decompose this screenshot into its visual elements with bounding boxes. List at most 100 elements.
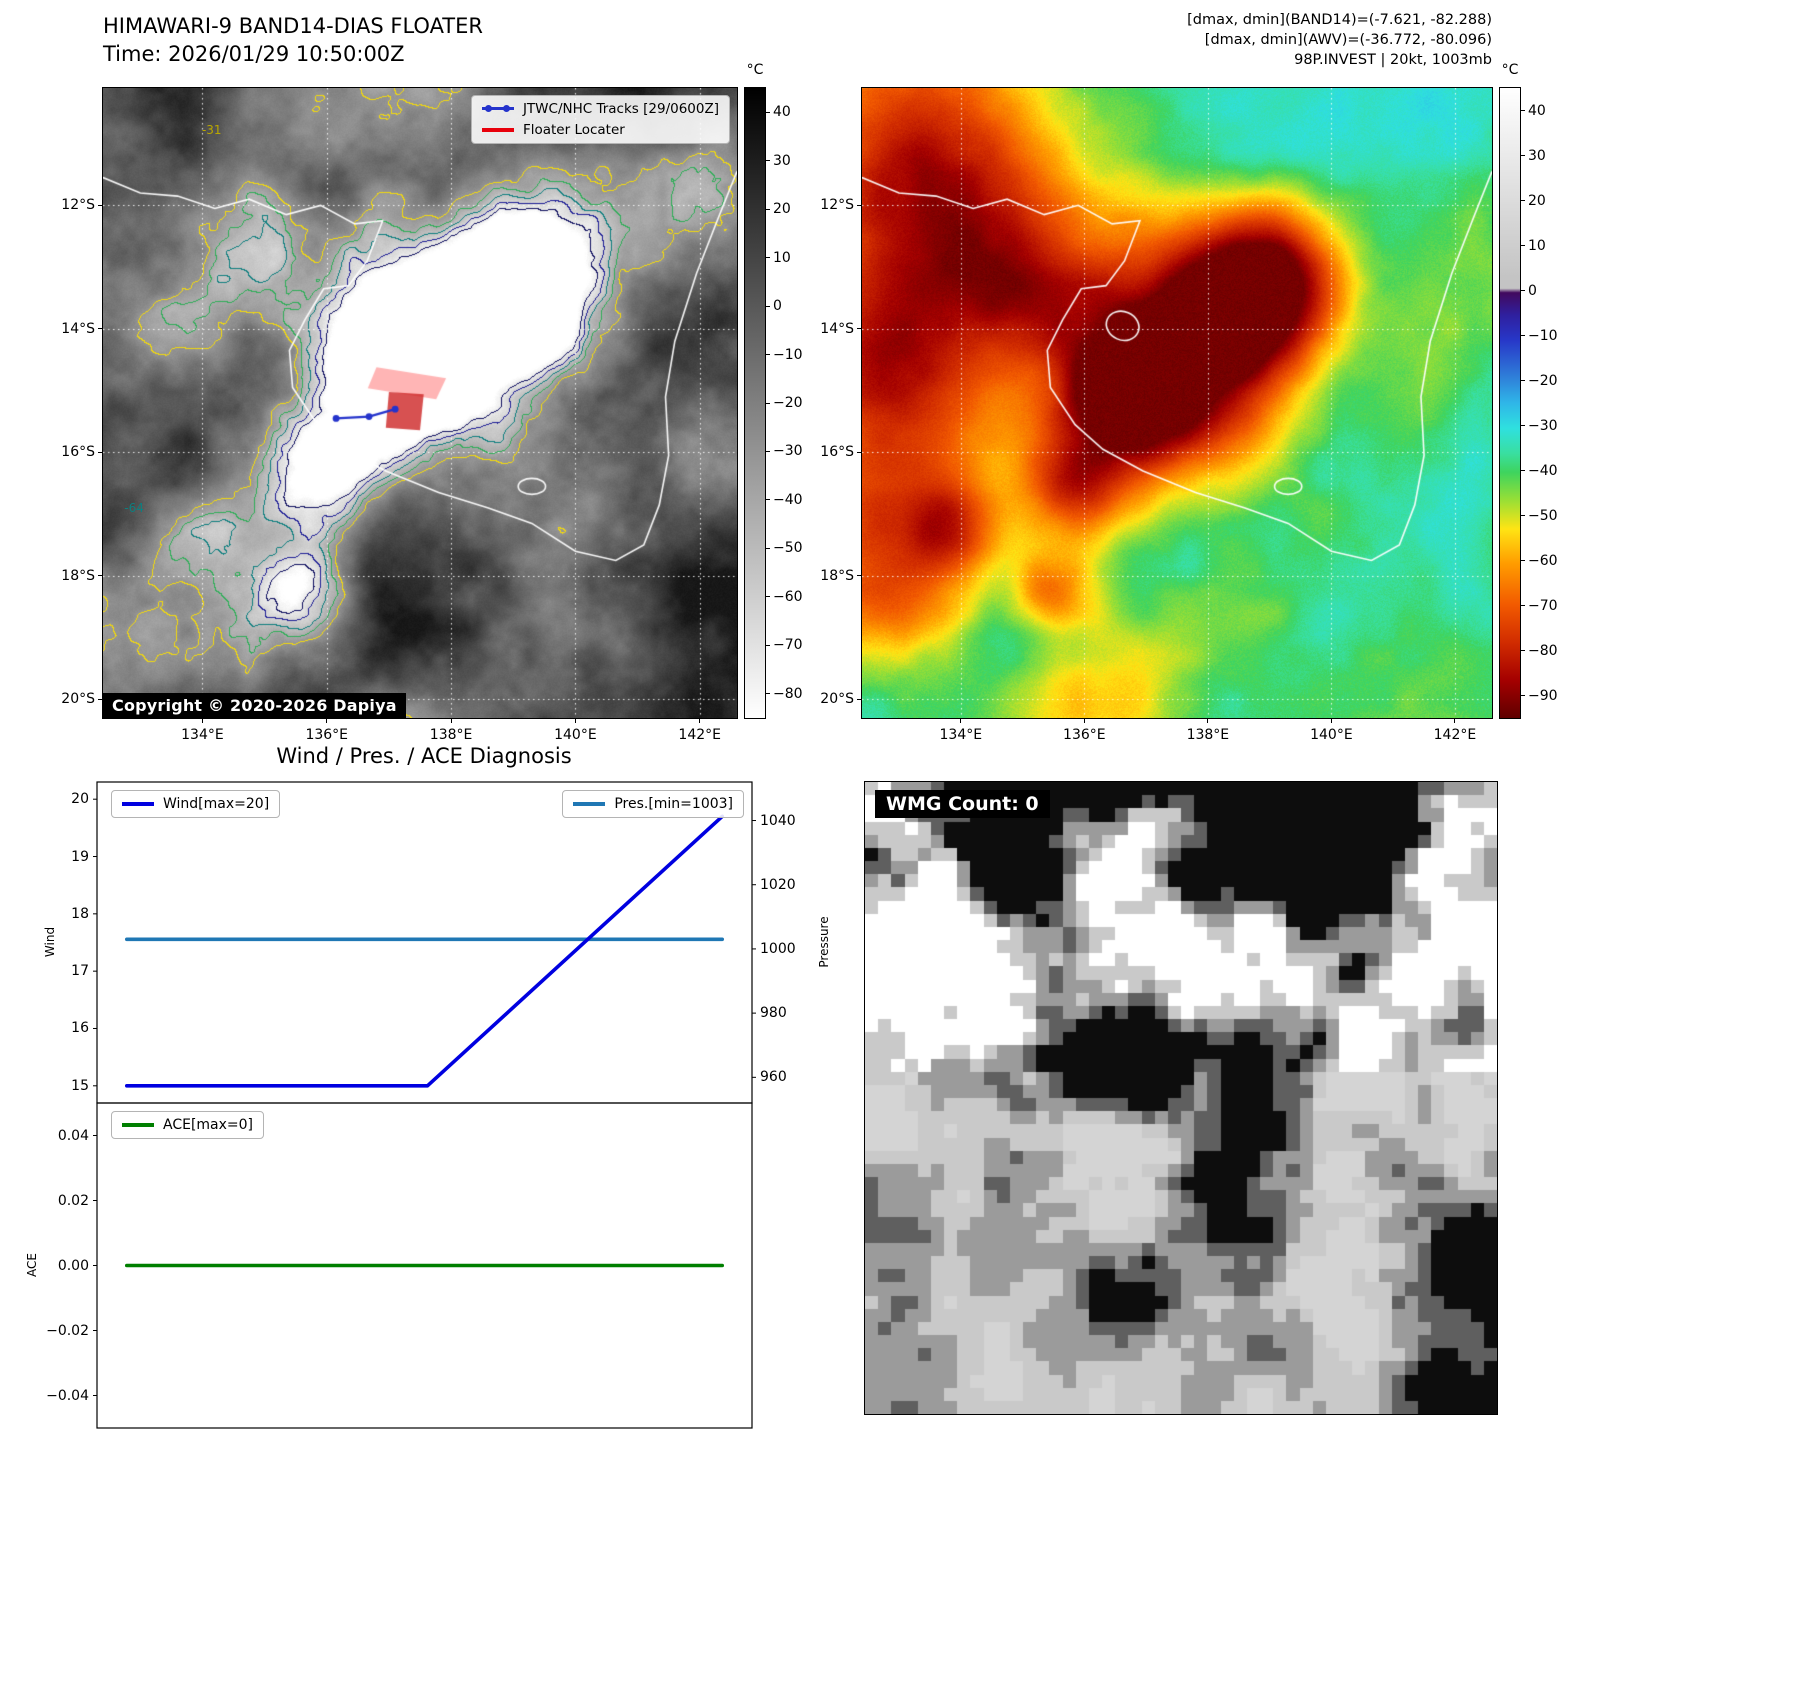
tick-mark: [98, 698, 102, 700]
colorbar-tick-label: 0: [773, 298, 782, 315]
colorbar-tick-label: −90: [1528, 687, 1558, 704]
band14-colorbar-unit: °C: [746, 62, 764, 78]
lat-tick-label: 12°S: [820, 197, 854, 214]
wind-legend-label: Wind[max=20]: [163, 796, 270, 812]
colorbar-tick-label: 10: [1528, 237, 1546, 254]
pressure-legend-line: [573, 802, 606, 806]
pressure-legend-label: Pres.[min=1003]: [614, 796, 733, 812]
wind-tick-label: 16: [71, 1020, 89, 1037]
wind-tick-label: 15: [71, 1077, 89, 1094]
colorbar-tick-label: −80: [1528, 642, 1558, 659]
tick-mark: [766, 305, 770, 307]
lon-tick-label: 136°E: [305, 727, 349, 743]
jtwc-track-legend-dot: [502, 105, 510, 112]
awv-satellite-canvas: [862, 88, 1492, 718]
ace-axis-label: ACE: [25, 1253, 39, 1277]
pressure-legend: Pres.[min=1003]: [562, 790, 744, 818]
colorbar-tick-label: −10: [1528, 327, 1558, 344]
lon-tick-label: 142°E: [678, 727, 721, 743]
lon-tick-label: 142°E: [1433, 727, 1477, 743]
tick-mark: [1207, 719, 1209, 723]
colorbar-tick-label: −60: [773, 588, 803, 605]
colorbar-tick-label: 20: [1528, 192, 1546, 209]
colorbar-tick-label: 30: [1528, 147, 1546, 164]
awv-colorbar-unit: °C: [1501, 62, 1519, 78]
colorbar-tick-label: −30: [773, 443, 803, 460]
pressure-tick-label: 1020: [760, 876, 796, 893]
colorbar-tick-label: −10: [773, 346, 803, 363]
tick-mark: [857, 451, 861, 453]
wind-axis-label: Wind: [43, 926, 57, 958]
colorbar-tick-label: 20: [773, 201, 791, 218]
lat-tick-label: 16°S: [820, 444, 854, 461]
lat-tick-label: 20°S: [61, 691, 95, 708]
ace-legend: ACE[max=0]: [111, 1111, 265, 1139]
lon-tick-label: 138°E: [1186, 727, 1230, 743]
tick-mark: [960, 719, 962, 723]
tick-mark: [98, 328, 102, 330]
lon-tick-label: 134°E: [181, 727, 224, 743]
pressure-tick-label: 980: [760, 1005, 787, 1022]
tick-mark: [1521, 380, 1525, 381]
colorbar-tick-label: −20: [773, 395, 803, 411]
lon-tick-label: 134°E: [939, 727, 983, 743]
diagnosis-title: Wind / Pres. / ACE Diagnosis: [276, 744, 572, 768]
wmg-image: WMG Count: 0: [864, 781, 1498, 1415]
dmax-dmin-awv-line: [dmax, dmin](AWV)=(-36.772, -80.096): [1204, 32, 1492, 48]
wmg-count-badge: WMG Count: 0: [875, 790, 1050, 818]
pressure-tick-label: 1040: [760, 812, 796, 829]
wind-series-line: [124, 814, 725, 1088]
lon-tick-label: 140°E: [1310, 727, 1353, 743]
colorbar-tick-label: −40: [773, 491, 803, 508]
tick-mark: [766, 499, 770, 501]
colorbar-tick-label: −80: [773, 685, 803, 702]
wind-legend: Wind[max=20]: [111, 790, 281, 818]
colorbar-tick-label: −60: [1528, 552, 1558, 569]
wind-legend-line: [122, 802, 154, 806]
tick-mark: [766, 354, 770, 356]
pressure-tick-label: 1000: [760, 940, 796, 957]
band14-map: JTWC/NHC Tracks [29/0600Z] Floater Locat…: [102, 87, 738, 719]
colorbar-tick-label: 0: [1528, 282, 1537, 299]
jtwc-track-legend-line: [481, 107, 514, 110]
ace-plot-frame: [96, 1102, 753, 1429]
tick-mark: [1521, 470, 1525, 471]
band14-time-label: Time: 2026/01/29 10:50:00Z: [103, 42, 405, 66]
colorbar-tick-label: −70: [1528, 597, 1558, 614]
colorbar-tick-label: 40: [1528, 102, 1546, 119]
tick-mark: [1521, 605, 1525, 606]
ace-tick-label: 0.04: [57, 1127, 89, 1144]
lat-tick-label: 20°S: [820, 691, 854, 708]
wind-plot-frame: [96, 781, 753, 1104]
colorbar-tick-label: 10: [773, 249, 791, 266]
tick-mark: [1521, 245, 1525, 246]
jtwc-track-line-sample: [481, 104, 514, 114]
pressure-axis-label: Pressure: [817, 916, 831, 968]
lat-tick-label: 12°S: [61, 197, 95, 214]
tick-mark: [1521, 200, 1525, 201]
wmg-canvas: [865, 782, 1497, 1414]
wind-tick-label: 19: [71, 848, 89, 865]
ace-tick-label: −0.02: [46, 1322, 89, 1339]
tick-mark: [1521, 515, 1525, 516]
tick-mark: [1521, 695, 1525, 696]
wind-line-sample: [122, 799, 154, 809]
tick-mark: [1521, 110, 1525, 111]
copyright-badge: Copyright © 2020-2026 Dapiya: [103, 693, 406, 718]
tick-mark: [1521, 560, 1525, 561]
floater-legend-label: Floater Locater: [522, 122, 625, 138]
contour-label: -31: [201, 123, 222, 137]
tick-mark: [766, 450, 770, 452]
legend-item-pressure: Pres.[min=1003]: [573, 796, 733, 812]
band14-title: HIMAWARI-9 BAND14-DIAS FLOATER: [103, 14, 483, 38]
dmax-dmin-band14-line: [dmax, dmin](BAND14)=(-7.621, -82.288): [1187, 12, 1492, 28]
tick-mark: [857, 575, 861, 577]
ace-tick-label: −0.04: [46, 1387, 89, 1404]
wind-tick-label: 20: [71, 791, 89, 808]
wind-tick-label: 17: [71, 963, 89, 980]
pressure-tick-label: 960: [760, 1069, 787, 1086]
ace-legend-label: ACE[max=0]: [163, 1117, 254, 1133]
tick-mark: [1521, 335, 1525, 336]
wind-tick-label: 18: [71, 905, 89, 922]
